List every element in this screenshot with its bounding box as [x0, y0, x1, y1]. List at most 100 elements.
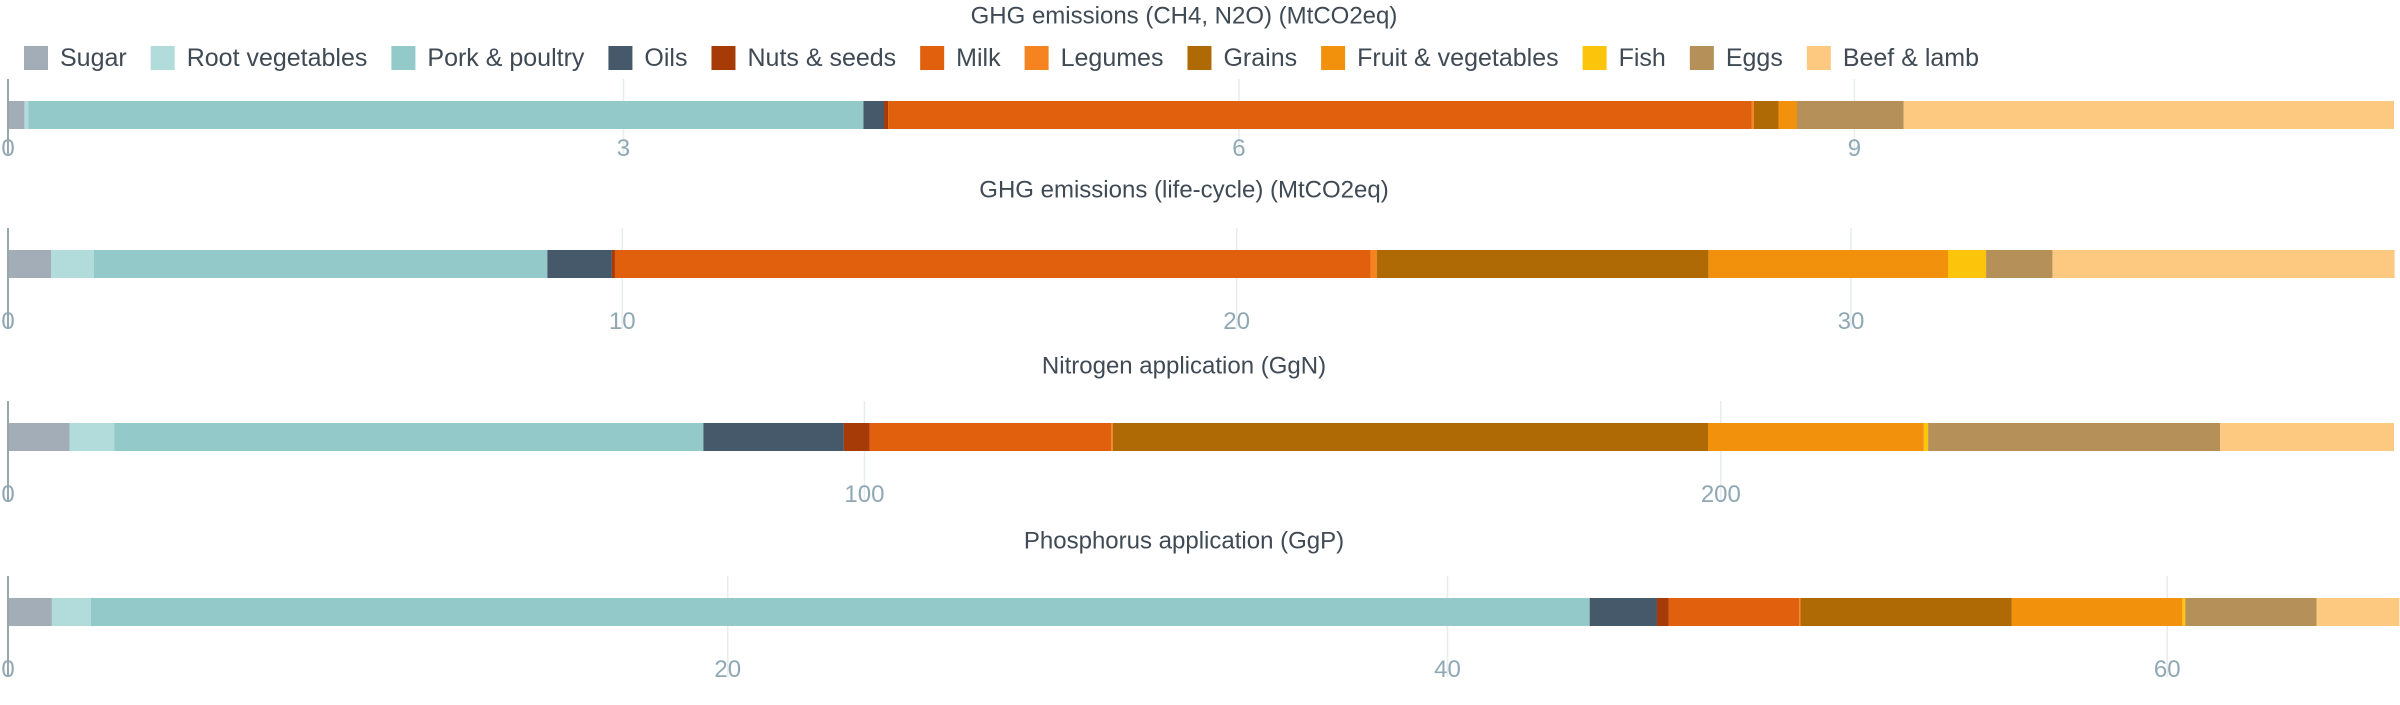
legend-swatch: [1582, 46, 1607, 70]
bar-segment-eggs[interactable]: [2185, 598, 2317, 626]
legend-item-oils[interactable]: Oils: [608, 44, 687, 72]
legend-item-nuts-and-seeds[interactable]: Nuts & seeds: [711, 44, 896, 72]
x-tick-label: 200: [1701, 481, 1741, 508]
bar-segment-root-vegetables[interactable]: [24, 101, 29, 129]
chart-4: 0 20 40 60 Phosphorus application (GgP): [1, 528, 2400, 683]
bar-segment-fish[interactable]: [2182, 598, 2186, 626]
bar-segment-fruit-and-vegetables[interactable]: [2011, 598, 2183, 626]
legend-item-legumes[interactable]: Legumes: [1024, 44, 1164, 72]
legend-swatch: [1689, 46, 1714, 70]
legend-swatch: [920, 46, 945, 70]
legend-item-milk[interactable]: Milk: [920, 44, 1001, 72]
chart-title: GHG emissions (CH4, N2O) (MtCO2eq): [971, 3, 1398, 30]
x-tick-label: 3: [617, 135, 630, 162]
bar-segment-root-vegetables[interactable]: [69, 423, 115, 451]
legend-item-root-vegetables[interactable]: Root vegetables: [150, 44, 368, 72]
legend-label: Fish: [1619, 44, 1666, 72]
bar-segment-oils[interactable]: [1589, 598, 1657, 626]
bar-segment-fruit-and-vegetables[interactable]: [1778, 101, 1797, 129]
legend-label: Legumes: [1061, 44, 1164, 72]
bar-segment-root-vegetables[interactable]: [51, 598, 91, 626]
bar-segment-beef-and-lamb[interactable]: [2220, 423, 2394, 451]
legend-item-fish[interactable]: Fish: [1582, 44, 1666, 72]
chart-3: 0 100 200 Nitrogen application (GgN): [1, 353, 2394, 508]
bar-segment-eggs[interactable]: [1986, 250, 2053, 278]
bar-segment-grains[interactable]: [1753, 101, 1779, 129]
bar-segment-milk[interactable]: [1668, 598, 1800, 626]
x-tick-label: 0: [1, 656, 14, 683]
bar-segment-fish[interactable]: [1923, 423, 1929, 451]
legend-item-beef-and-lamb[interactable]: Beef & lamb: [1806, 44, 1979, 72]
legend-label: Root vegetables: [187, 44, 368, 72]
legend-label: Pork & poultry: [427, 44, 585, 72]
bar-segment-milk[interactable]: [869, 423, 1112, 451]
legend-label: Fruit & vegetables: [1357, 44, 1559, 72]
bar-segment-sugar[interactable]: [8, 598, 52, 626]
bar-segment-eggs[interactable]: [1928, 423, 2221, 451]
legend-item-pork-and-poultry[interactable]: Pork & poultry: [391, 44, 585, 72]
bar-segment-beef-and-lamb[interactable]: [2316, 598, 2400, 626]
x-tick-label: 60: [2154, 656, 2181, 683]
bar-segment-sugar[interactable]: [8, 423, 70, 451]
bar-segment-root-vegetables[interactable]: [51, 250, 95, 278]
charts-group: 0 3 6 9 GHG emissions (CH4, N2O) (MtCO2eq) 0 1…: [1, 3, 2400, 683]
legend-label: Eggs: [1726, 44, 1783, 72]
x-tick-label: 10: [609, 308, 636, 335]
bar-segment-grains[interactable]: [1112, 423, 1709, 451]
bar-segment-fish[interactable]: [1948, 250, 1987, 278]
bar-segment-legumes[interactable]: [1111, 423, 1113, 451]
bar-segment-pork-and-poultry[interactable]: [114, 423, 704, 451]
bar-segment-nuts-and-seeds[interactable]: [1656, 598, 1669, 626]
chart-title: GHG emissions (life-cycle) (MtCO2eq): [979, 177, 1388, 204]
legend-swatch: [24, 46, 48, 70]
legend: Sugar Root vegetables Pork & poultry Oils Nu…: [24, 44, 1979, 72]
bar-segment-nuts-and-seeds[interactable]: [611, 250, 615, 278]
bar-segment-pork-and-poultry[interactable]: [90, 598, 1590, 626]
legend-swatch: [1024, 46, 1049, 70]
bar-segment-sugar[interactable]: [8, 101, 25, 129]
legend-item-sugar[interactable]: Sugar: [24, 44, 127, 72]
bar-segment-oils[interactable]: [547, 250, 612, 278]
x-tick-label: 6: [1232, 135, 1245, 162]
legend-swatch: [1806, 46, 1831, 70]
legend-swatch: [150, 46, 175, 70]
bar-segment-pork-and-poultry[interactable]: [94, 250, 548, 278]
legend-label: Sugar: [60, 44, 127, 72]
bar-segment-legumes[interactable]: [1370, 250, 1377, 278]
chart-1: 0 3 6 9 GHG emissions (CH4, N2O) (MtCO2eq): [1, 3, 2394, 162]
bar-segment-nuts-and-seeds[interactable]: [884, 101, 889, 129]
legend-label: Oils: [644, 44, 687, 72]
bar-segment-nuts-and-seeds[interactable]: [843, 423, 870, 451]
bar-segment-oils[interactable]: [863, 101, 885, 129]
legend-item-eggs[interactable]: Eggs: [1689, 44, 1783, 72]
legend-label: Beef & lamb: [1843, 44, 1979, 72]
bar-segment-grains[interactable]: [1800, 598, 2012, 626]
bar-segment-sugar[interactable]: [8, 250, 52, 278]
bar-segment-eggs[interactable]: [1796, 101, 1904, 129]
bar-segment-pork-and-poultry[interactable]: [28, 101, 864, 129]
bar-segment-milk[interactable]: [888, 101, 1752, 129]
bar-segment-legumes[interactable]: [1751, 101, 1754, 129]
legend-swatch: [1321, 46, 1346, 70]
bar-segment-oils[interactable]: [703, 423, 844, 451]
legend-item-fruit-and-vegetables[interactable]: Fruit & vegetables: [1321, 44, 1559, 72]
bar-segment-fruit-and-vegetables[interactable]: [1708, 423, 1924, 451]
x-tick-label: 40: [1434, 656, 1461, 683]
x-tick-label: 30: [1838, 308, 1865, 335]
x-tick-label: 0: [1, 481, 14, 508]
bar-segment-beef-and-lamb[interactable]: [2052, 250, 2395, 278]
bar-segment-legumes[interactable]: [1799, 598, 1801, 626]
legend-item-grains[interactable]: Grains: [1187, 44, 1297, 72]
legend-swatch: [711, 46, 736, 70]
bar-segment-fruit-and-vegetables[interactable]: [1708, 250, 1949, 278]
legend-label: Nuts & seeds: [747, 44, 896, 72]
bar-segment-beef-and-lamb[interactable]: [1903, 101, 2394, 129]
chart-title: Nitrogen application (GgN): [1042, 353, 1326, 380]
bar-segment-grains[interactable]: [1376, 250, 1709, 278]
legend-swatch: [608, 46, 633, 70]
bar-segment-milk[interactable]: [614, 250, 1371, 278]
x-tick-label: 9: [1848, 135, 1861, 162]
x-tick-label: 0: [1, 135, 14, 162]
